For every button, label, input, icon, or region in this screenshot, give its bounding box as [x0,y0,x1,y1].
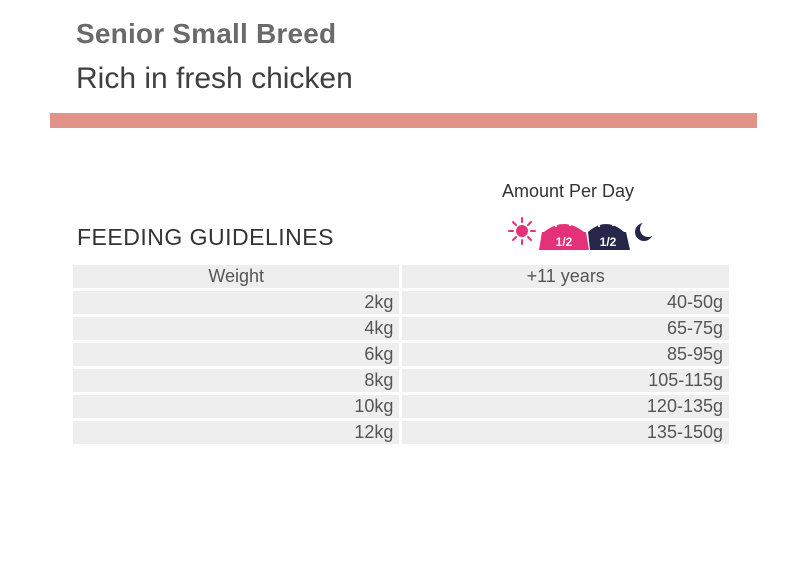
evening-bowl-icon: 1/2 [588,221,630,250]
accent-divider [50,113,757,128]
table-row: 12kg 135-150g [73,421,729,444]
amount-cell: 40-50g [402,291,729,314]
weight-cell: 8kg [73,369,400,392]
table-row: 6kg 85-95g [73,343,729,366]
amount-cell: 120-135g [402,395,729,418]
weight-cell: 12kg [73,421,400,444]
evening-portion-label: 1/2 [600,235,617,249]
amount-per-day-label: Amount Per Day [502,181,635,201]
morning-bowl-icon: 1/2 [539,221,589,250]
moon-icon [635,221,656,241]
amount-cell: 135-150g [402,421,729,444]
table-row: 8kg 105-115g [73,369,729,392]
feeding-schedule-icons: 1/2 1/2 [508,217,656,250]
amount-cell: 65-75g [402,317,729,340]
table-row: 10kg 120-135g [73,395,729,418]
product-subtitle: Rich in fresh chicken [76,62,353,95]
weight-cell: 2kg [73,291,400,314]
weight-cell: 4kg [73,317,400,340]
sun-icon [508,217,536,245]
weight-cell: 10kg [73,395,400,418]
table-row: 4kg 65-75g [73,317,729,340]
weight-column-header: Weight [73,265,400,288]
product-title: Senior Small Breed [76,18,337,49]
table-row: 2kg 40-50g [73,291,729,314]
weight-cell: 6kg [73,343,400,366]
amount-cell: 105-115g [402,369,729,392]
feeding-table: Weight +11 years 2kg 40-50g 4kg 65-75g 6… [70,262,732,447]
table-header-row: Weight +11 years [73,265,729,288]
feeding-guidelines-heading: FEEDING GUIDELINES [77,224,334,250]
morning-portion-label: 1/2 [556,235,573,249]
amount-cell: 85-95g [402,343,729,366]
age-column-header: +11 years [402,265,729,288]
